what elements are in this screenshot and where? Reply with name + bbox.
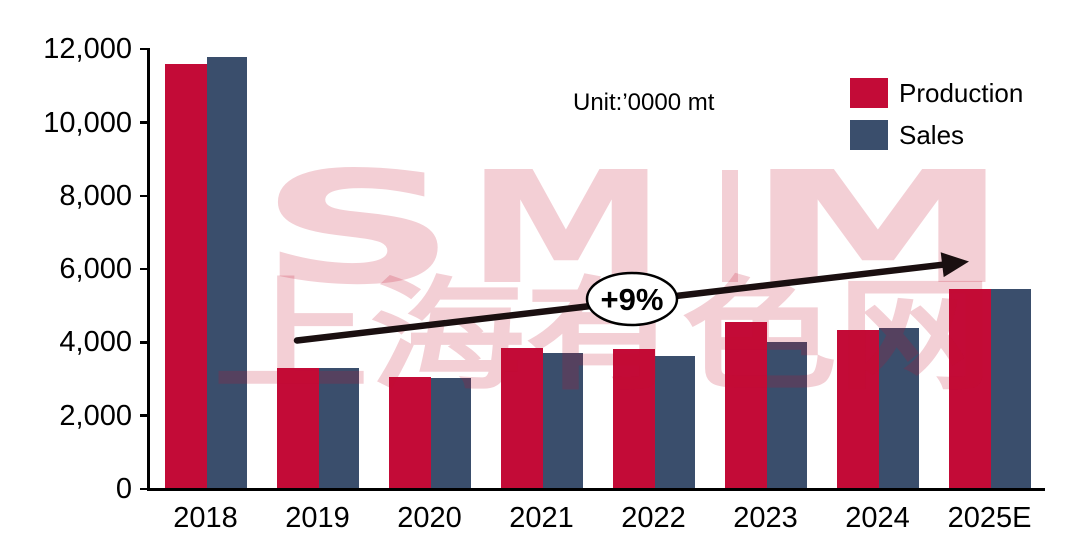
trend-arrow-head — [940, 252, 969, 278]
bar-sales-2023 — [766, 342, 807, 489]
x-tick-label-2025E: 2025E — [947, 502, 1032, 534]
watermark-letter-m1: M — [466, 138, 666, 319]
growth-annotation: +9% — [585, 271, 679, 327]
y-axis-line — [147, 48, 150, 489]
y-tick-12000 — [140, 47, 148, 51]
bar-production-2018 — [164, 63, 207, 489]
bar-sales-2020 — [430, 377, 471, 489]
production-swatch — [850, 78, 888, 108]
trend-arrow — [293, 252, 969, 344]
unit-note: Unit:’0000 mt — [573, 89, 715, 116]
x-tick-label-2018: 2018 — [173, 502, 238, 534]
bar-production-2023 — [724, 322, 767, 489]
bar-production-2025E — [948, 289, 991, 489]
growth-ellipse — [585, 271, 679, 327]
y-tick-10000 — [140, 121, 148, 124]
production-legend-label: Production — [899, 78, 1024, 108]
y-tick-label-8000: 8,000 — [59, 179, 132, 212]
sales-legend-label: Sales — [899, 120, 965, 150]
x-tick-label-2020: 2020 — [397, 502, 462, 534]
y-tick-label-12000: 12,000 — [43, 33, 132, 66]
y-tick-label-4000: 4,000 — [59, 326, 132, 359]
bar-sales-2024 — [878, 327, 919, 489]
bar-sales-2025E — [990, 288, 1031, 489]
watermark-letter-s: S — [258, 138, 458, 319]
bar-sales-2019 — [318, 368, 359, 489]
y-tick-6000 — [140, 267, 148, 271]
x-tick-label-2024: 2024 — [845, 502, 910, 534]
y-tick-4000 — [140, 341, 148, 344]
y-tick-label-2000: 2,000 — [59, 399, 132, 432]
y-tick-label-6000: 6,000 — [59, 253, 132, 286]
bar-sales-2022 — [654, 355, 695, 489]
growth-label: +9% — [601, 282, 664, 317]
x-tick-label-2021: 2021 — [509, 502, 574, 534]
bar-production-2024 — [836, 329, 879, 489]
y-tick-label-10000: 10,000 — [43, 106, 132, 139]
x-axis-line — [147, 487, 1045, 491]
bar-production-2022 — [612, 348, 655, 489]
watermark-divider — [722, 170, 738, 282]
bar-sales-2018 — [206, 56, 247, 489]
bar-production-2020 — [388, 376, 431, 489]
sales-swatch — [850, 120, 888, 150]
bar-production-2021 — [500, 348, 543, 489]
x-tick-label-2022: 2022 — [621, 502, 686, 534]
x-tick-label-2019: 2019 — [285, 502, 350, 534]
bar-production-2019 — [276, 368, 319, 489]
x-tick-label-2023: 2023 — [733, 502, 798, 534]
y-tick-0 — [140, 487, 148, 491]
y-tick-label-0: 0 — [115, 473, 132, 505]
legend-item-production: Production — [850, 78, 1023, 108]
y-tick-2000 — [140, 414, 148, 417]
y-tick-8000 — [140, 194, 148, 198]
legend-item-sales: Sales — [850, 120, 964, 150]
bar-sales-2021 — [542, 353, 583, 489]
